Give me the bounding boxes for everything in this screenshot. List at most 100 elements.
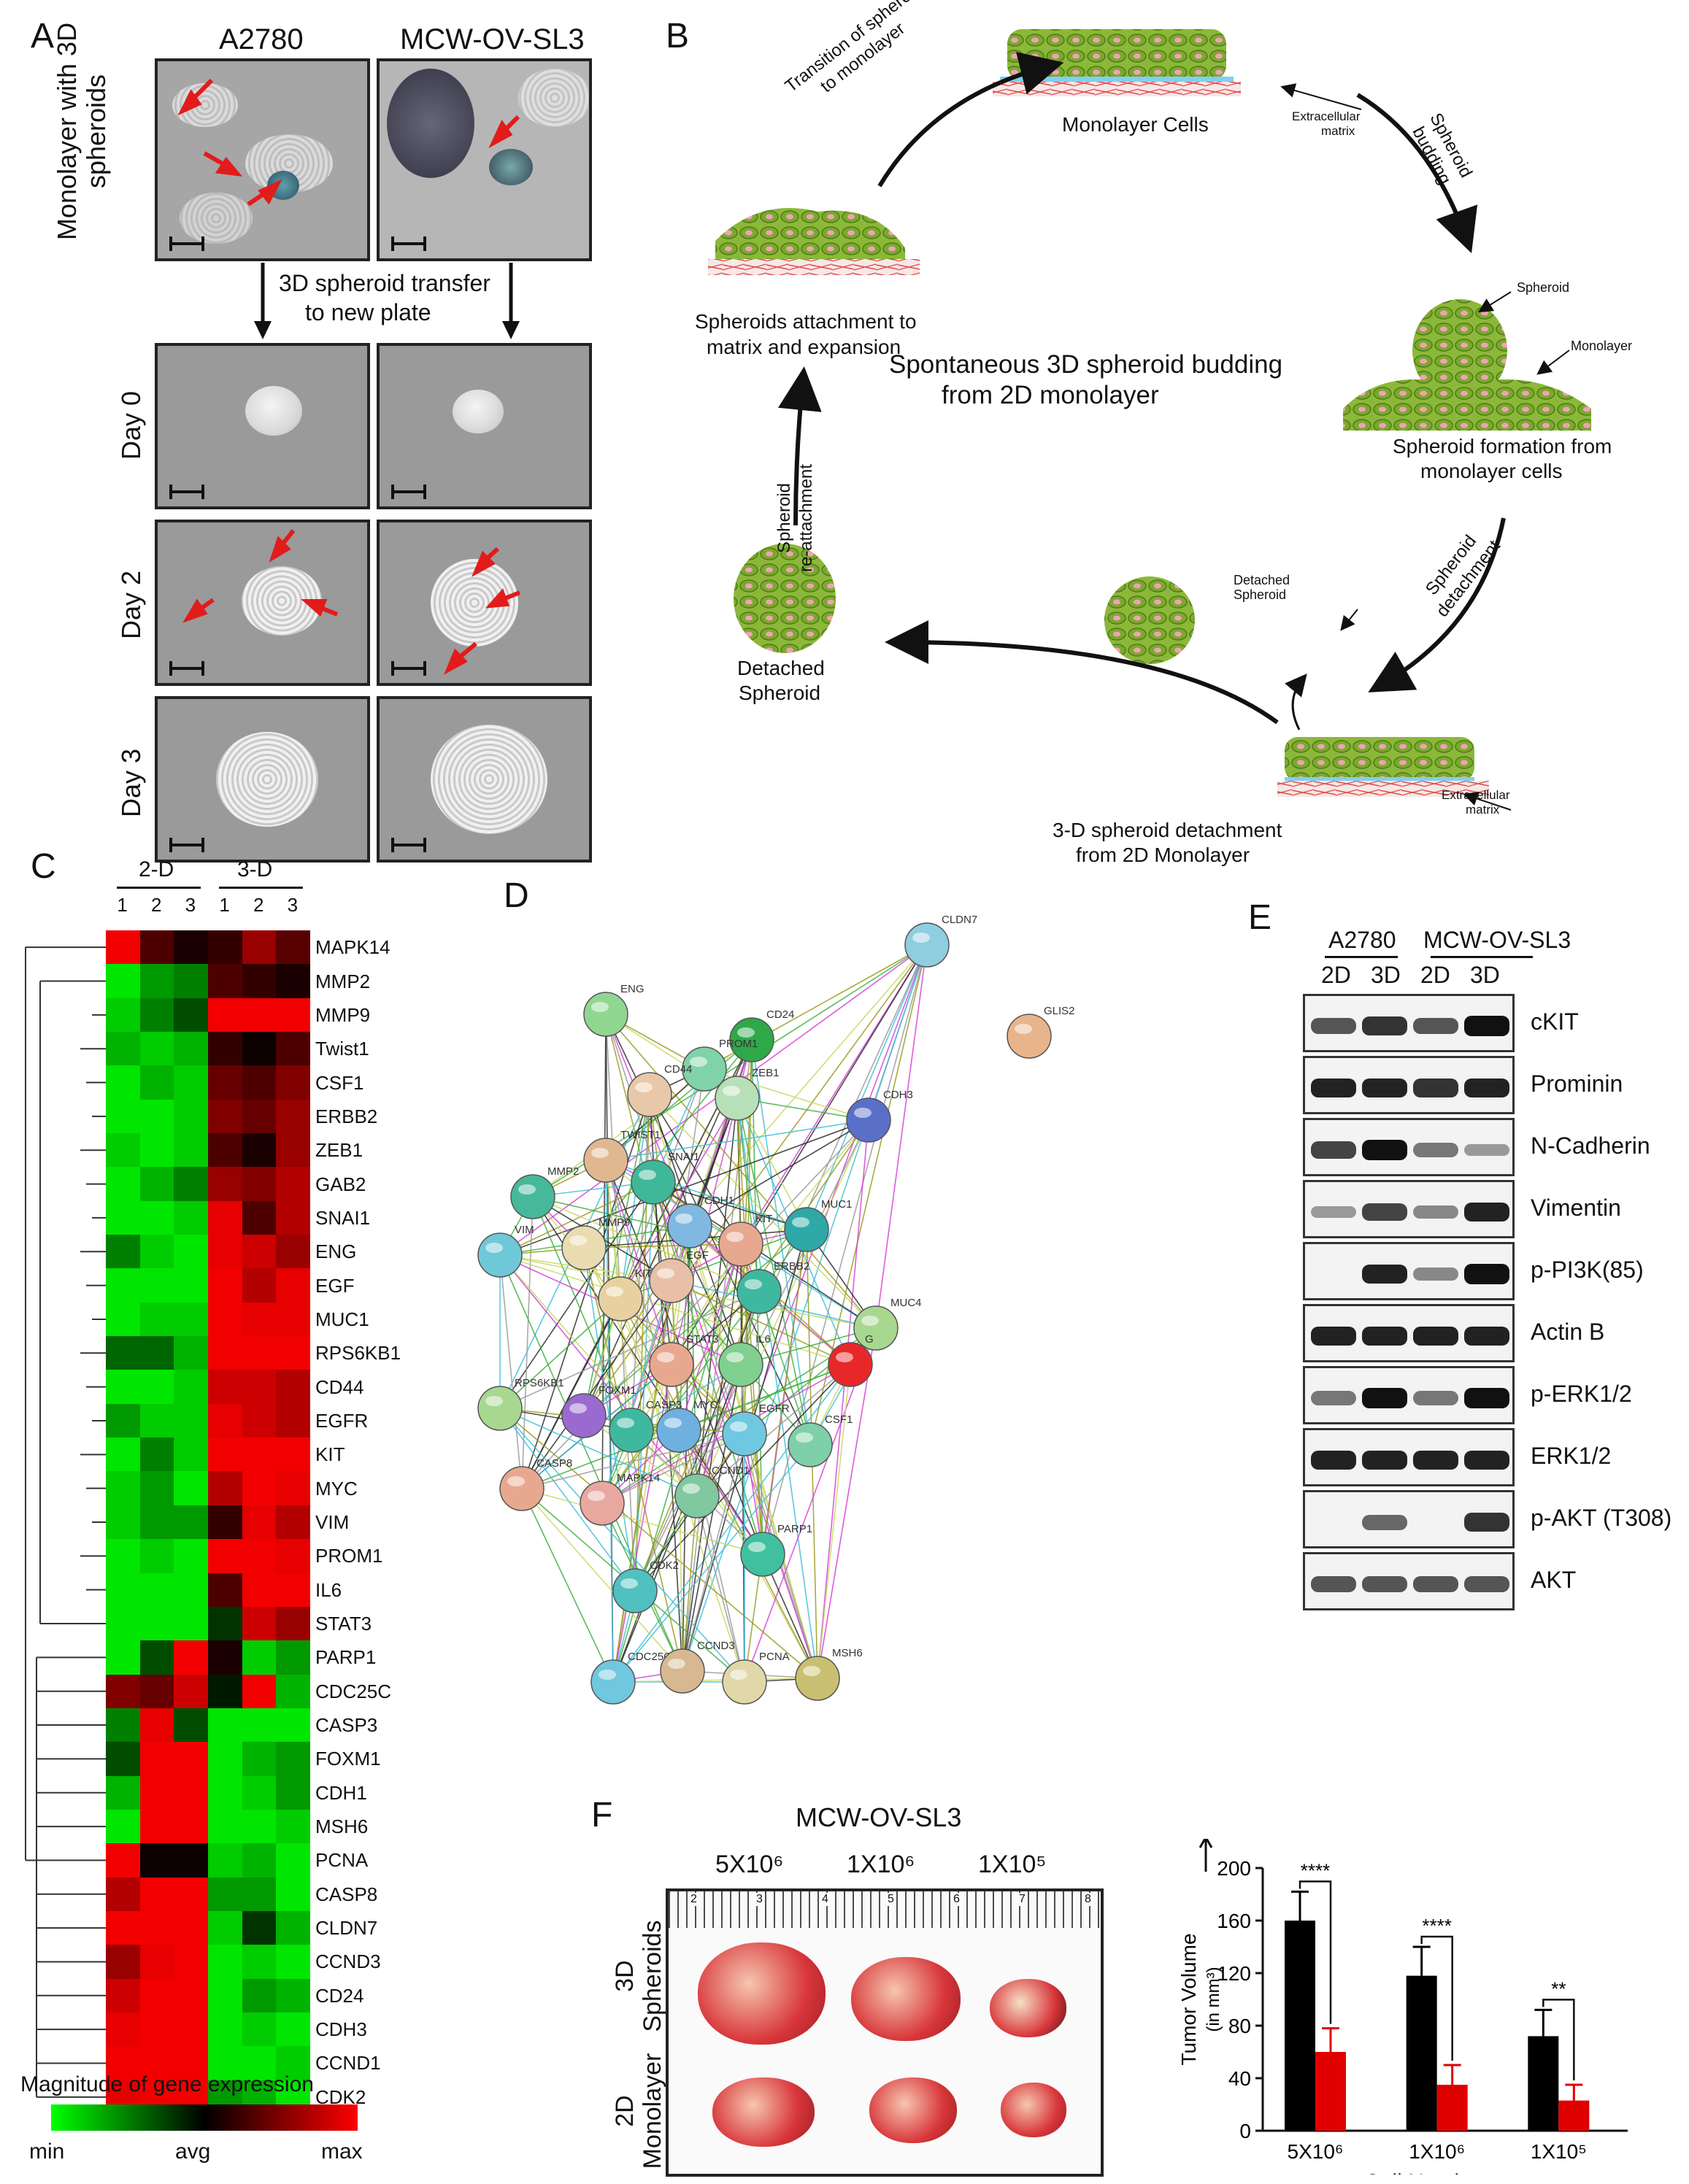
protein-interaction-network: CLDN7 GLIS2 ENG CD24 PROM1 CD44 ZEB1 CDH3 TWIST1… xyxy=(477,914,1075,1705)
dose-label-2: 1X10⁶ xyxy=(847,1851,915,1878)
reattach-arc-label: Spheroid re-attachment xyxy=(774,423,817,613)
network-node-label: CD44 xyxy=(664,1063,692,1076)
wb-band xyxy=(1362,1450,1407,1470)
heatmap-cell xyxy=(208,1235,243,1269)
network-edge xyxy=(653,1181,807,1230)
heatmap-cell xyxy=(242,1775,277,1810)
heatmap-cell xyxy=(139,1370,174,1405)
bar xyxy=(1436,2085,1468,2131)
wb-band xyxy=(1362,1264,1407,1284)
heatmap-gene-label: MMP2 xyxy=(315,970,371,992)
attach-label-line2: matrix and expansion xyxy=(707,336,901,358)
heatmap-cell xyxy=(208,1606,243,1641)
heatmap-cell xyxy=(208,1268,243,1303)
network-edge xyxy=(499,1254,763,1555)
tumor-2d-3 xyxy=(1001,2083,1066,2137)
network-node-highlight xyxy=(675,1213,693,1224)
heatmap-cell xyxy=(139,1235,174,1269)
ruler xyxy=(669,1891,1101,1928)
wb-band xyxy=(1311,1326,1356,1346)
heatmap-gene-label: CD24 xyxy=(315,1984,364,2007)
heatmap-cell xyxy=(174,2046,209,2081)
panel-label-f: F xyxy=(591,1796,613,1834)
wb-label: Vimentin xyxy=(1531,1195,1621,1221)
network-node-cdh3 xyxy=(846,1097,891,1143)
network-node-parp1 xyxy=(740,1532,785,1577)
heatmap-cell xyxy=(106,1573,141,1608)
significance-bracket xyxy=(1299,1880,1332,2024)
heatmap-gene-label: CDC25C xyxy=(315,1680,392,1702)
wb-strip xyxy=(1303,1180,1515,1238)
heatmap-cell xyxy=(242,930,277,965)
heatmap-cell xyxy=(106,1099,141,1134)
network-edge xyxy=(817,1327,877,1679)
network-edge xyxy=(678,1225,690,1431)
heatmap-cell xyxy=(208,1336,243,1370)
network-node-label: MUC4 xyxy=(890,1297,922,1309)
heatmap-gene-label: MMP9 xyxy=(315,1003,371,1026)
network-node-kit xyxy=(718,1222,763,1267)
wb-strip xyxy=(1303,1304,1515,1362)
heatmap-cell xyxy=(174,1403,209,1438)
y-axis-unit: (in mm³) xyxy=(1204,1967,1223,2031)
network-edge xyxy=(736,1097,811,1446)
heatmap-cell xyxy=(208,1065,243,1100)
heatmap-cell xyxy=(106,1505,141,1540)
bar xyxy=(1315,2052,1346,2131)
heatmap-cell xyxy=(106,1032,141,1066)
heatmap-cell xyxy=(106,1978,141,2013)
heatmap-cell xyxy=(242,1843,277,1878)
heatmap-cell xyxy=(242,964,277,999)
panel-a-row-label-monolayer: Monolayer with 3D spheroids xyxy=(52,22,111,241)
heatmap-cell xyxy=(174,2012,209,2047)
significance-bracket xyxy=(1542,1999,1575,2080)
wb-strip xyxy=(1303,1428,1515,1486)
bar xyxy=(1285,1921,1315,2131)
network-node-label: ENG xyxy=(620,983,645,995)
heatmap-cell xyxy=(174,1910,209,1945)
wb-band xyxy=(1464,1450,1509,1470)
heatmap-cell xyxy=(139,1877,174,1912)
heatmap-cell xyxy=(208,964,243,999)
heatmap-cell xyxy=(106,1302,141,1337)
transfer-arrows xyxy=(254,263,520,339)
wb-label: ERK1/2 xyxy=(1531,1443,1612,1469)
detachment-label-line1: 3-D spheroid detachment xyxy=(1053,819,1282,841)
ecm-label-bottom-2: matrix xyxy=(1466,803,1500,817)
network-node-casp8 xyxy=(499,1466,545,1511)
heatmap-cell xyxy=(139,1606,174,1641)
tumor-photo: 2 3 4 5 6 7 8 xyxy=(666,1888,1104,2177)
heatmap-cell xyxy=(106,1403,141,1438)
network-node-g xyxy=(828,1342,873,1387)
heatmap-cell xyxy=(139,1674,174,1709)
wb-lane-label: 2D xyxy=(1420,962,1450,988)
heatmap-cell xyxy=(208,1910,243,1945)
heatmap-gene-label: MSH6 xyxy=(315,1816,369,1838)
network-node-highlight xyxy=(599,1670,616,1680)
scale-bar xyxy=(169,661,204,676)
spheroid-cycle-diagram xyxy=(708,29,1591,811)
network-node-label: CASP8 xyxy=(536,1457,572,1470)
western-blot-panel: cKIT Prominin N-Cadherin Vimentin p-PI3K(85)… xyxy=(1303,994,1682,1621)
network-node-highlight xyxy=(668,1659,685,1669)
wb-band xyxy=(1413,1017,1458,1035)
heatmap-gene-label: PARP1 xyxy=(315,1646,377,1669)
heatmap-cell xyxy=(106,1640,141,1675)
wb-band xyxy=(1311,1141,1356,1159)
network-node-mapk14 xyxy=(580,1481,625,1526)
heatmap-cell xyxy=(106,1843,141,1878)
network-edge xyxy=(499,1254,698,1497)
heatmap-cell xyxy=(208,1200,243,1235)
heatmap-column-label: 3 xyxy=(287,894,299,916)
wb-lane-labels: 2D 3D 2D 3D xyxy=(1307,962,1518,991)
network-edge xyxy=(653,1181,742,1365)
panel-label-e: E xyxy=(1248,898,1272,937)
wb-band xyxy=(1464,1513,1509,1532)
network-edge xyxy=(605,1039,753,1161)
network-node-highlight xyxy=(861,1316,879,1326)
network-edge xyxy=(736,1097,807,1230)
heatmap-cell xyxy=(242,1438,277,1472)
network-edge xyxy=(758,1291,811,1446)
network-edge xyxy=(583,1094,650,1416)
wb-mcw-bar xyxy=(1431,956,1533,958)
